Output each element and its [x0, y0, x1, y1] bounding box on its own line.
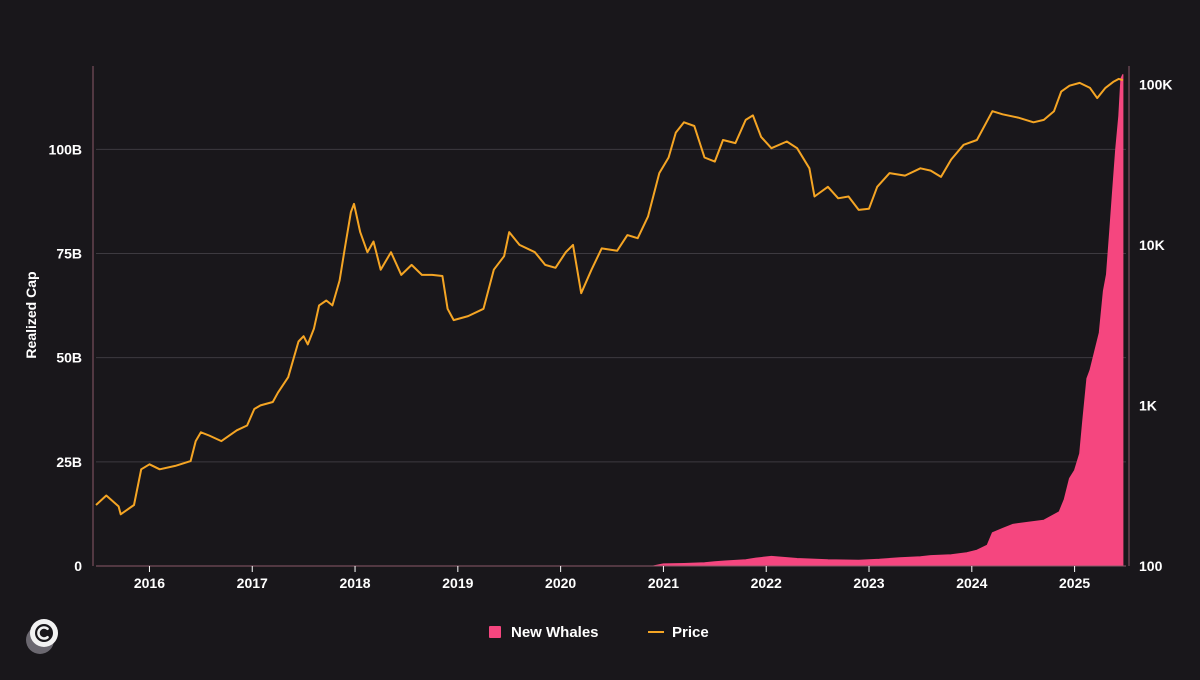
y-tick-label-left: 75B [56, 246, 82, 262]
x-tick-label: 2021 [648, 575, 679, 591]
legend: New Whales Price [489, 624, 709, 641]
new-whales-area-layer [98, 74, 1124, 567]
axes [92, 66, 1130, 567]
x-tick-label: 2020 [545, 575, 576, 591]
y-tick-label-left: 50B [56, 350, 82, 366]
y-tick-label-right: 100K [1139, 76, 1172, 92]
y-tick-label-left: 100B [49, 141, 82, 157]
legend-label-price: Price [672, 624, 709, 641]
circle-c-logo-icon [26, 619, 58, 654]
left-axis-ticks: 0 25B 50B 75B 100B [49, 141, 83, 574]
x-tick-label: 2022 [751, 575, 782, 591]
price-line-layer [95, 77, 1124, 516]
x-tick-label: 2024 [956, 575, 987, 591]
x-tick-label: 2016 [134, 575, 165, 591]
grid-lines [96, 148, 1126, 463]
right-axis-ticks: 100 1K 10K 100K [1139, 76, 1172, 574]
x-tick-label: 2025 [1059, 575, 1090, 591]
y-tick-label-left: 25B [56, 454, 82, 470]
legend-label-new-whales: New Whales [511, 624, 599, 641]
y-tick-label-left: 0 [74, 558, 82, 574]
y-tick-label-right: 10K [1139, 237, 1165, 253]
y-tick-label-right: 100 [1139, 558, 1163, 574]
price-line [95, 77, 1124, 516]
new-whales-area [98, 74, 1124, 567]
y-tick-label-right: 1K [1139, 397, 1157, 413]
legend-swatch-new-whales [489, 626, 501, 638]
y-axis-title-left: Realized Cap [23, 271, 39, 358]
x-tick-label: 2019 [442, 575, 473, 591]
x-axis-ticks: 2016 2017 2018 2019 2020 2021 2022 2023 2024 2025 [134, 566, 1090, 591]
x-tick-label: 2023 [853, 575, 884, 591]
x-tick-label: 2017 [237, 575, 268, 591]
x-tick-label: 2018 [339, 575, 370, 591]
